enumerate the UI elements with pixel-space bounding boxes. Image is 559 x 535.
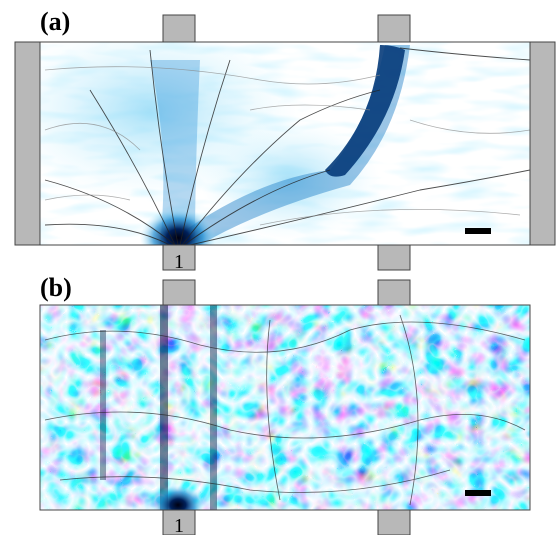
lead: [378, 15, 410, 42]
panel-b: (b) 1: [40, 273, 530, 535]
lead: [378, 510, 410, 535]
field-map: [0, 20, 530, 268]
scale-bar: [465, 490, 491, 496]
panel-label: (b): [40, 273, 72, 302]
figure: (a) 1 (b) 1: [0, 0, 559, 535]
lead-label: 1: [174, 515, 184, 535]
scale-bar: [465, 228, 491, 234]
lead: [15, 42, 40, 245]
lead: [163, 280, 195, 305]
lead: [378, 280, 410, 305]
lead: [378, 245, 410, 270]
panel-label: (a): [40, 7, 70, 36]
lead: [530, 42, 555, 245]
panel-a: (a) 1: [0, 7, 555, 273]
field-map: [40, 305, 530, 525]
lead-label: 1: [174, 251, 184, 273]
lead: [163, 15, 195, 42]
